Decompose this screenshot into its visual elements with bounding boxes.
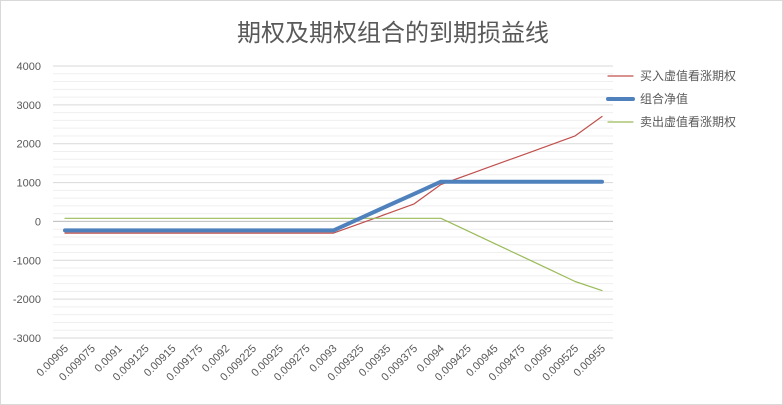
series-line-2 <box>64 217 603 292</box>
series-line-0 <box>64 115 603 234</box>
y-tick-label: 1000 <box>17 178 41 190</box>
axes: 40003000200010000-1000-2000-30000.009050… <box>13 61 613 384</box>
legend-label: 卖出虚值看涨期权 <box>640 114 736 129</box>
legend-label: 买入虚值看涨期权 <box>640 68 736 83</box>
y-tick-label: 4000 <box>17 61 41 73</box>
y-tick-label: -2000 <box>13 294 41 306</box>
grid <box>53 65 613 339</box>
y-tick-label: -3000 <box>13 333 41 345</box>
y-tick-label: 0 <box>35 216 41 228</box>
y-tick-label: 2000 <box>17 139 41 151</box>
chart-title: 期权及期权组合的到期损益线 <box>237 19 549 47</box>
series-line-1 <box>63 179 604 233</box>
legend-label: 组合净值 <box>640 91 688 106</box>
y-tick-label: 3000 <box>17 100 41 112</box>
y-tick-label: -1000 <box>13 255 41 267</box>
series <box>63 115 604 292</box>
